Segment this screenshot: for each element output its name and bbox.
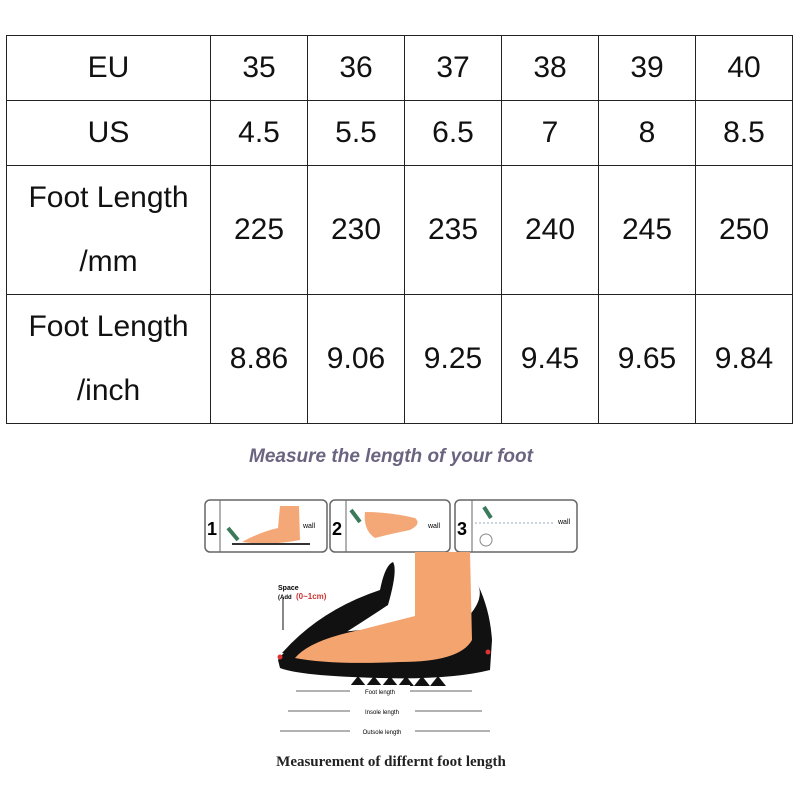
table-row: US 4.5 5.5 6.5 7 8 8.5 [6, 100, 793, 166]
illustration-caption: Measurement of differnt foot length [276, 754, 506, 770]
step-1-wall-label: wall [302, 523, 316, 530]
row-header-text: Foot Length [28, 181, 189, 214]
row-header: Foot Length/mm [6, 165, 211, 295]
space-range-label: (0~1cm) [296, 592, 327, 601]
table-row: Foot Length/mm 225 230 235 240 245 250 [6, 165, 793, 295]
table-cell: 9.65 [598, 294, 696, 424]
insole-length-label: Insole length [365, 710, 399, 716]
table-cell: 225 [210, 165, 308, 295]
step-3-wall-label: wall [557, 519, 571, 526]
table-cell: 9.45 [501, 294, 599, 424]
row-header-text: Foot Length [28, 310, 189, 343]
table-cell: 8.5 [695, 100, 793, 166]
foot-measurement-illustration: 1 wall 2 wall 3 wall Space (Add (0~1cm) [204, 499, 578, 736]
step-2-panel: 2 wall [329, 499, 451, 553]
row-header-text: /inch [76, 374, 141, 407]
step-1-number: 1 [207, 519, 217, 539]
table-cell: 9.06 [307, 294, 405, 424]
size-chart-table: EU 35 36 37 38 39 40 US 4.5 5.5 6.5 7 8 8.5 Foot Lengt… [6, 35, 793, 424]
table-cell: 9.25 [404, 294, 502, 424]
row-header: Foot Length/inch [6, 294, 211, 424]
step-2-number: 2 [332, 519, 342, 539]
space-label: Space [278, 585, 299, 592]
table-cell: 240 [501, 165, 599, 295]
step-3-panel: 3 wall [454, 499, 578, 553]
row-header: US [6, 100, 211, 166]
table-cell: 39 [598, 35, 696, 101]
step-3-number: 3 [457, 519, 467, 539]
table-cell: 8.86 [210, 294, 308, 424]
row-header-text: /mm [79, 245, 138, 278]
table-cell: 35 [210, 35, 308, 101]
row-header: EU [6, 35, 211, 101]
step-1-panel: 1 wall [204, 499, 328, 553]
table-cell: 4.5 [210, 100, 308, 166]
table-cell: 7 [501, 100, 599, 166]
row-header-text: EU [87, 51, 130, 84]
table-cell: 8 [598, 100, 696, 166]
table-cell: 230 [307, 165, 405, 295]
space-add-label: (Add [278, 595, 292, 601]
row-header-text: US [87, 116, 130, 149]
table-cell: 250 [695, 165, 793, 295]
table-cell: 9.84 [695, 294, 793, 424]
table-cell: 40 [695, 35, 793, 101]
table-cell: 5.5 [307, 100, 405, 166]
table-row: EU 35 36 37 38 39 40 [6, 35, 793, 101]
foot-length-label: Foot length [365, 690, 395, 696]
table-cell: 245 [598, 165, 696, 295]
step-2-wall-label: wall [427, 523, 441, 530]
shoe-diagram: Space (Add (0~1cm) Foot length Insole le… [277, 552, 492, 736]
table-row: Foot Length/inch 8.86 9.06 9.25 9.45 9.65 9.84 [6, 294, 793, 424]
table-cell: 36 [307, 35, 405, 101]
outsole-length-label: Outsole length [363, 730, 402, 736]
table-cell: 37 [404, 35, 502, 101]
measure-subtitle: Measure the length of your foot [249, 446, 533, 467]
table-cell: 38 [501, 35, 599, 101]
table-cell: 235 [404, 165, 502, 295]
table-cell: 6.5 [404, 100, 502, 166]
